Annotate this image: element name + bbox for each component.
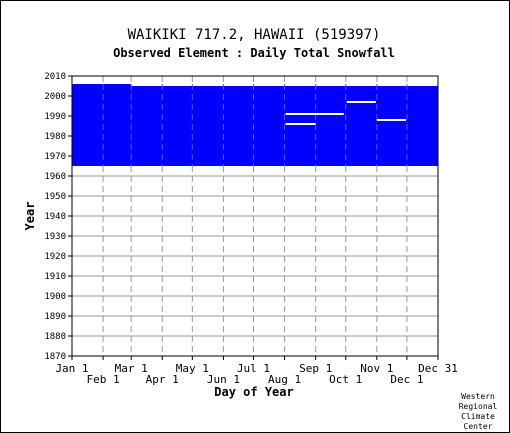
y-tick-label: 1900 [44,292,66,302]
credit-line: Center [464,422,493,431]
y-tick-label: 1980 [44,132,66,142]
y-tick-label: 1910 [44,272,66,282]
x-tick-label: Aug 1 [268,373,301,386]
x-tick-label: Dec 31 [418,362,458,375]
x-axis-label: Day of Year [214,385,293,399]
y-tick-label: 1950 [44,192,66,202]
missing-data-segment [376,119,406,121]
y-tick-label: 1960 [44,172,66,182]
x-tick-label: Jul 1 [237,362,270,375]
x-tick-label: Oct 1 [329,373,362,386]
y-tick-label: 1870 [44,352,66,362]
x-tick-label: May 1 [176,362,209,375]
chart-subtitle: Observed Element : Daily Total Snowfall [113,46,395,60]
data-coverage-block [72,84,132,166]
missing-data-segment [346,101,376,103]
y-tick-label: 2010 [44,72,66,82]
y-tick-label: 1940 [44,212,66,222]
x-tick-label: Nov 1 [360,362,393,375]
y-tick-label: 1970 [44,152,66,162]
y-tick-label: 2000 [44,92,66,102]
x-tick-label: Jan 1 [55,362,88,375]
x-tick-label: Apr 1 [146,373,179,386]
missing-data-segment [285,113,344,115]
chart-title: WAIKIKI 717.2, HAWAII (519397) [128,27,381,43]
credit-line: Regional [459,402,498,411]
x-tick-label: Feb 1 [87,373,120,386]
y-tick-label: 1890 [44,312,66,322]
credit-line: Climate [461,412,495,421]
x-tick-label: Sep 1 [299,362,332,375]
y-tick-label: 1880 [44,332,66,342]
y-tick-label: 1990 [44,112,66,122]
x-tick-label: Jun 1 [207,373,240,386]
y-tick-label: 1920 [44,252,66,262]
x-tick-label: Dec 1 [390,373,423,386]
x-tick-label: Mar 1 [115,362,148,375]
y-axis-label: Year [23,202,37,231]
credit-line: Western [461,392,495,401]
plot-area: 2010 2000 1990 1980 1970 1960 1950 1940 1930 1920… [44,72,458,386]
y-tick-label: 1930 [44,232,66,242]
missing-data-segment [285,123,316,125]
